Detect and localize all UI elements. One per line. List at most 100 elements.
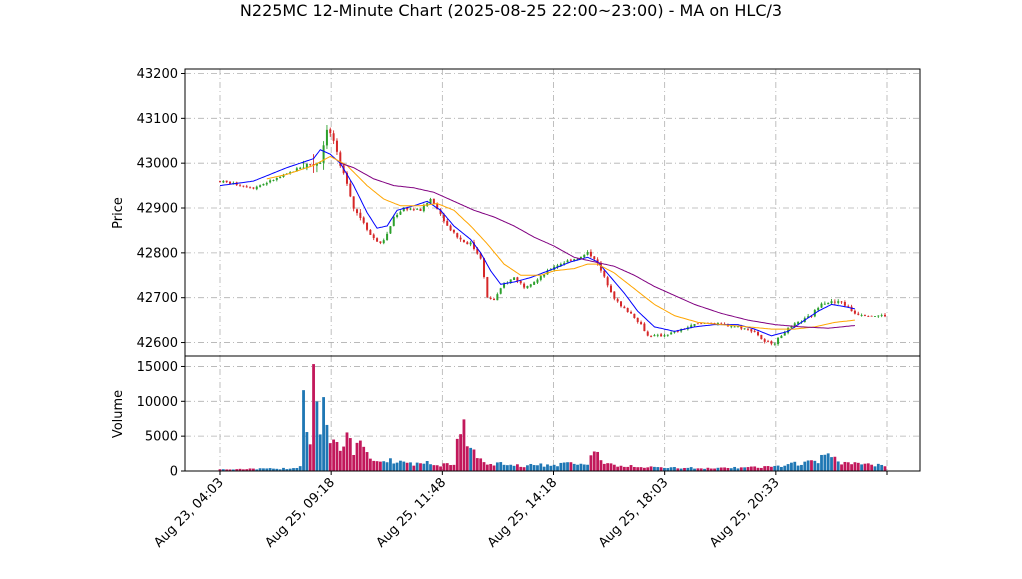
- candle-body: [663, 335, 666, 337]
- volume-bar: [796, 465, 800, 471]
- volume-bar: [663, 467, 666, 471]
- candle-body: [653, 335, 656, 337]
- volume-tick-label: 5000: [145, 430, 178, 445]
- candle-body: [716, 323, 719, 324]
- chart-title: N225MC 12-Minute Chart (2025-08-25 22:00…: [240, 1, 782, 20]
- volume-bar: [766, 466, 770, 471]
- candle-body: [636, 317, 639, 322]
- volume-bar: [459, 434, 463, 471]
- candle-body: [877, 315, 880, 317]
- candle-body: [429, 198, 432, 204]
- candle-body: [763, 339, 766, 342]
- volume-bar: [636, 467, 640, 471]
- volume-bar: [512, 465, 516, 471]
- volume-bar: [629, 465, 633, 471]
- volume-bar: [673, 467, 676, 471]
- volume-bar: [756, 467, 760, 471]
- candle-body: [770, 341, 773, 344]
- candle-body: [593, 256, 596, 260]
- volume-bar: [820, 454, 823, 471]
- volume-bar: [415, 462, 419, 471]
- candle-body: [867, 316, 870, 317]
- volume-bar: [395, 462, 399, 471]
- volume-bar: [609, 463, 613, 471]
- candle-body: [539, 276, 542, 280]
- volume-bar: [235, 469, 239, 471]
- volume-tick-label: 15000: [137, 360, 178, 375]
- volume-bar: [599, 460, 603, 471]
- candle-body: [516, 277, 519, 282]
- volume-bar: [556, 466, 559, 471]
- candle-body: [760, 334, 763, 340]
- candle-body: [366, 222, 369, 230]
- volume-bar: [345, 432, 349, 471]
- candle-body: [569, 259, 572, 261]
- volume-bar: [272, 468, 275, 471]
- candle-body: [452, 229, 455, 233]
- volume-bar: [559, 462, 563, 471]
- volume-bar: [749, 466, 753, 471]
- candle-body: [289, 172, 292, 174]
- volume-bar: [439, 466, 442, 471]
- candle-body: [422, 205, 425, 212]
- x-tick-label: Aug 23, 04:03: [151, 475, 227, 551]
- candle-body: [559, 264, 562, 266]
- candle-body: [225, 180, 228, 183]
- candle-body: [456, 233, 459, 238]
- candle-body: [623, 306, 626, 309]
- volume-bar: [696, 468, 700, 471]
- volume-bar: [402, 461, 406, 471]
- volume-bar: [840, 464, 843, 471]
- candle-body: [386, 233, 389, 240]
- volume-bar: [806, 460, 810, 471]
- volume-bar: [492, 465, 496, 471]
- volume-bar: [425, 461, 429, 471]
- volume-bar: [502, 464, 506, 471]
- candle-body: [262, 183, 265, 186]
- volume-tick-label: 10000: [137, 395, 178, 410]
- volume-bar: [666, 468, 670, 471]
- volume-bar: [519, 466, 523, 471]
- volume-bar: [305, 432, 309, 471]
- candle-body: [526, 285, 529, 289]
- volume-bar: [482, 462, 486, 471]
- volume-bar: [576, 464, 579, 471]
- volume-bar: [572, 463, 576, 471]
- candle-body: [462, 239, 465, 242]
- candle-body: [543, 274, 546, 277]
- volume-bar: [412, 465, 416, 471]
- candle-body: [740, 325, 743, 329]
- candle-body: [279, 176, 282, 179]
- candle-body: [780, 335, 783, 339]
- volume-bar: [409, 462, 412, 471]
- candle-body: [656, 334, 659, 336]
- candle-body: [325, 129, 328, 146]
- volume-bar: [465, 446, 469, 471]
- volume-bar: [475, 458, 479, 471]
- candle-body: [579, 256, 582, 260]
- volume-bar: [332, 439, 336, 471]
- candle-body: [476, 248, 479, 254]
- candle-body: [690, 325, 693, 328]
- candle-body: [439, 209, 442, 215]
- candle-body: [496, 294, 499, 301]
- volume-bar: [639, 467, 643, 471]
- candle-body: [459, 237, 462, 240]
- candle-body: [823, 303, 826, 305]
- volume-bar: [278, 469, 282, 471]
- volume-bar: [539, 463, 543, 471]
- candle-body: [345, 172, 348, 184]
- candle-body: [830, 301, 833, 304]
- price-tick-label: 42800: [137, 246, 178, 261]
- volume-bar: [753, 466, 757, 471]
- volume-bar: [499, 462, 503, 471]
- volume-bar: [743, 467, 747, 471]
- candle-body: [389, 226, 392, 234]
- volume-bar: [462, 419, 466, 471]
- candle-body: [793, 323, 796, 327]
- candle-body: [392, 216, 395, 226]
- candle-body: [255, 186, 258, 190]
- volume-bar: [813, 460, 817, 471]
- volume-bar: [258, 468, 262, 471]
